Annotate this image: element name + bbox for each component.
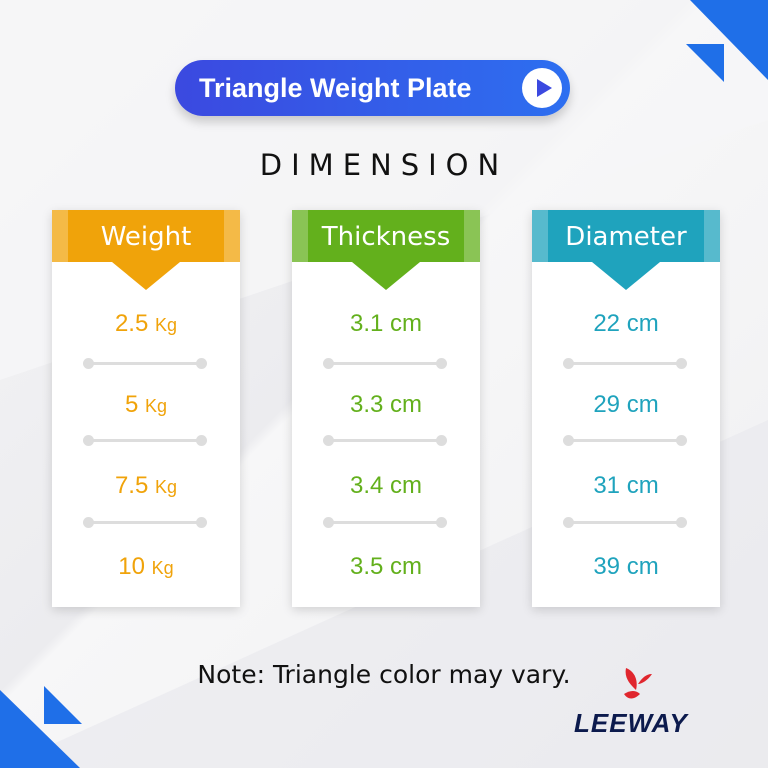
column-ribbon <box>532 210 720 290</box>
column-ribbon <box>52 210 240 290</box>
dimension-value: 5 Kg <box>52 391 240 419</box>
row-separator <box>83 435 207 446</box>
row-separator <box>563 435 687 446</box>
column-ribbon <box>292 210 480 290</box>
brand: LEEWAY <box>574 708 688 738</box>
dimension-value: 3.5 cm <box>292 553 480 581</box>
value: 2.5 <box>114 310 149 337</box>
row-separator <box>563 517 687 528</box>
unit: cm <box>626 391 659 418</box>
value: 10 <box>118 553 145 580</box>
dimension-value: 3.4 cm <box>292 472 480 500</box>
unit: cm <box>626 310 659 337</box>
column-header: Diameter <box>565 222 687 252</box>
column-header: Thickness <box>321 222 451 252</box>
unit: cm <box>626 553 659 580</box>
value: 3.1 <box>349 310 384 337</box>
unit: cm <box>390 310 423 337</box>
dimension-value: 31 cm <box>532 472 720 500</box>
unit: Kg <box>151 558 174 578</box>
value: 29 <box>593 391 621 418</box>
column-card: Diameter 22 cm 29 cm 31 cm 39 cm <box>532 210 720 607</box>
value: 3.3 <box>349 391 384 418</box>
unit: cm <box>390 472 423 499</box>
note: Note: Triangle color may vary. <box>197 660 571 689</box>
row-separator <box>323 435 447 446</box>
dimension-value: 7.5 Kg <box>52 472 240 500</box>
value: 31 <box>593 472 621 499</box>
value: 3.4 <box>349 472 384 499</box>
dimension-value: 3.3 cm <box>292 391 480 419</box>
row-separator <box>83 358 207 369</box>
value: 7.5 <box>114 472 149 499</box>
heading: DIMENSION <box>259 148 509 182</box>
dimension-value: 2.5 Kg <box>52 310 240 338</box>
brand-logo <box>624 668 652 699</box>
unit: cm <box>390 553 423 580</box>
play-icon <box>522 68 562 108</box>
dimension-value: 22 cm <box>532 310 720 338</box>
column-card: Weight 2.5 Kg 5 Kg 7.5 Kg 10 Kg <box>52 210 240 607</box>
value: 3.5 <box>349 553 384 580</box>
dimension-value: 29 cm <box>532 391 720 419</box>
unit: cm <box>626 472 659 499</box>
column-header: Weight <box>100 222 192 252</box>
value: 5 <box>124 391 139 418</box>
column-card: Thickness 3.1 cm 3.3 cm 3.4 cm 3.5 cm <box>292 210 480 607</box>
unit: Kg <box>145 396 168 416</box>
unit: Kg <box>155 315 178 335</box>
row-separator <box>563 358 687 369</box>
row-separator <box>323 358 447 369</box>
unit: cm <box>390 391 423 418</box>
unit: Kg <box>155 477 178 497</box>
row-separator <box>83 517 207 528</box>
title: Triangle Weight Plate <box>199 73 472 103</box>
dimension-value: 3.1 cm <box>292 310 480 338</box>
title-button[interactable]: Triangle Weight Plate <box>175 60 570 116</box>
dimension-value: 39 cm <box>532 553 720 581</box>
value: 39 <box>593 553 621 580</box>
value: 22 <box>593 310 621 337</box>
dimension-value: 10 Kg <box>52 553 240 581</box>
row-separator <box>323 517 447 528</box>
